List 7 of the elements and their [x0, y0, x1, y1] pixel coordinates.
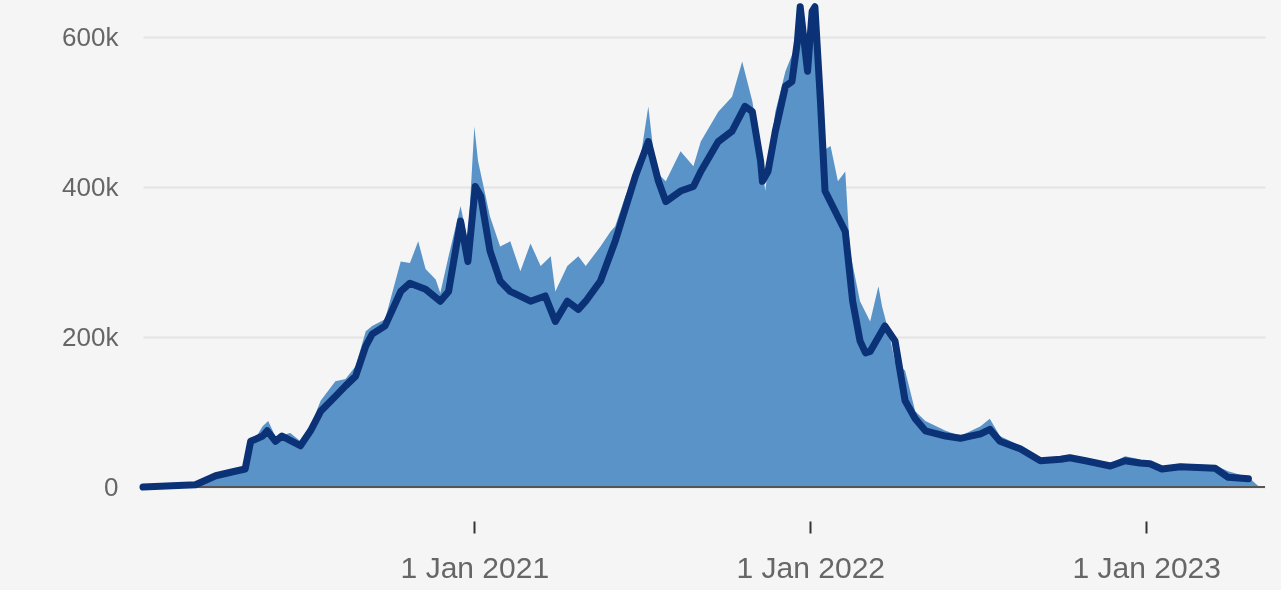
x-tick-label: 1 Jan 2022	[736, 550, 886, 584]
y-tick-label: 400k	[62, 171, 120, 202]
y-tick-label: 600k	[62, 21, 120, 52]
x-tick-label: 1 Jan 2021	[400, 550, 550, 584]
x-tick-label: 1 Jan 2023	[1072, 550, 1221, 584]
y-tick-label: 0	[104, 471, 119, 502]
y-tick-label: 200k	[62, 321, 120, 352]
